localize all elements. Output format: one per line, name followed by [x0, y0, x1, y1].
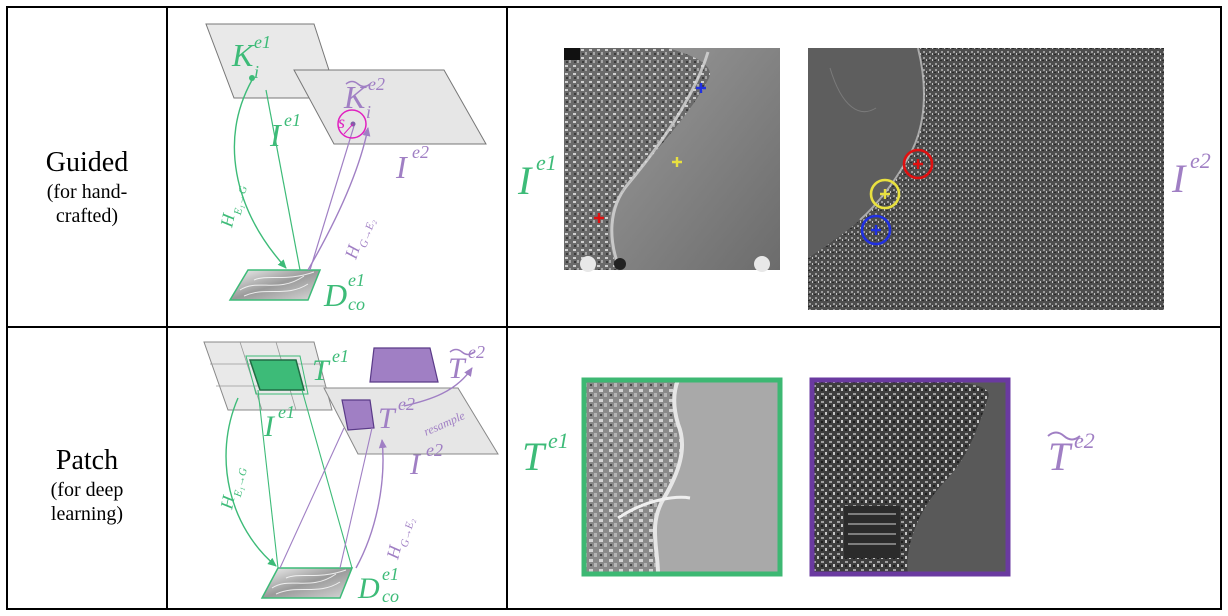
arrow-projection-e1-to-ground — [233, 79, 287, 269]
label-T-tilde-e2-sup: e2 — [468, 342, 485, 362]
marker-yellow-e1 — [672, 157, 682, 167]
label-D-co-e1: D — [357, 572, 380, 605]
marker-yellow-e2 — [880, 189, 890, 199]
label-I-e2-sup: e2 — [1190, 148, 1211, 173]
image-patch-e2 — [809, 377, 1011, 577]
label-H-g-e2-sub: G→E₂ — [398, 517, 417, 549]
guided-images-panel: I e1 I e2 — [517, 47, 1211, 310]
label-H-g-e2: H — [382, 543, 405, 562]
label-I-e1-sup: e1 — [536, 150, 557, 175]
search-radius — [337, 109, 367, 139]
row-subtitle-patch-line2: learning) — [50, 503, 124, 525]
label-D-co-e1-sub: co — [382, 586, 399, 606]
terrain-texture — [239, 271, 315, 297]
arrow-resample — [403, 367, 473, 407]
circle-blue-e2 — [860, 214, 892, 246]
label-Ktilde-e2: K — [343, 79, 367, 115]
row-title-guided: Guided — [45, 147, 129, 178]
row-label-guided: Guided (for hand- crafted) — [8, 146, 166, 228]
label-I-e1-sup: e1 — [278, 402, 295, 422]
label-I-e2: I — [1171, 156, 1187, 201]
label-I-e1: I — [517, 158, 533, 203]
label-H-e1-g-sub: E₁→G — [232, 185, 250, 217]
image-plane-e2 — [293, 69, 487, 145]
label-I-e1-sup: e1 — [284, 110, 301, 130]
label-I-e2-sup: e2 — [412, 142, 429, 162]
row-title-patch: Patch — [55, 445, 119, 476]
row-label-patch: Patch (for deep learning) — [8, 444, 166, 526]
aerial-image-e1 — [564, 48, 780, 272]
label-H-e1-g-sub: E₁→G — [232, 467, 250, 499]
diagram-guided: K e1 i K e2 i s I e1 I e2 H E₁→G H G→E₂ … — [205, 23, 487, 314]
arrow-projection-e1-to-ground — [225, 397, 277, 567]
patch-T-tilde-e2 — [369, 347, 439, 383]
label-H-e1-g: H — [216, 211, 239, 230]
row-subtitle-patch-line1: (for deep — [50, 479, 124, 501]
marker-red-e1 — [594, 213, 604, 223]
marker-red-e2 — [913, 159, 923, 169]
label-I-e1: I — [269, 117, 282, 153]
ray-e2-left — [279, 427, 345, 569]
diagram-patch: T e1 T e2 T e2 resample I e1 I e2 H E₁→G… — [203, 341, 499, 606]
circle-red-e2 — [902, 148, 934, 180]
column-divider-2 — [506, 6, 508, 610]
image-patch-e1 — [581, 377, 783, 577]
marker-blue-e1 — [696, 83, 706, 93]
aerial-image-e2 — [808, 47, 1164, 310]
patch-T-e1 — [248, 359, 305, 391]
label-T-e2: T — [378, 402, 397, 435]
tilde-K-e2 — [345, 80, 371, 88]
label-D-co-e1-sup: e1 — [382, 564, 399, 584]
label-Ktilde-e2-sup: e2 — [368, 74, 385, 94]
label-T-tilde-e2-sup: e2 — [1074, 428, 1095, 453]
label-s: s — [338, 112, 345, 132]
label-K-e1: K — [231, 37, 255, 73]
label-I-e2: I — [395, 149, 408, 185]
label-T-tilde-e2: T — [1048, 434, 1073, 479]
label-I-e1: I — [263, 410, 276, 443]
arrow-projection-ground-to-e2 — [355, 439, 387, 569]
label-D-co-e1: D — [323, 277, 347, 313]
terrain-texture — [271, 569, 347, 595]
row-subtitle-guided-line2: crafted) — [55, 205, 119, 227]
ray-e1 — [265, 89, 301, 271]
label-D-co-e1-sup: e1 — [348, 270, 365, 290]
ray-e1-left — [257, 389, 279, 569]
ray-e1-right — [301, 389, 353, 569]
label-Ktilde-e2-sub: i — [366, 102, 371, 122]
tilde-T-e2 — [449, 348, 475, 356]
patch-T-e1-halo — [245, 355, 309, 395]
ray-e2 — [309, 125, 355, 271]
label-I-e2-sup: e2 — [426, 440, 443, 460]
label-H-e1-g: H — [216, 493, 239, 512]
marker-blue-e2 — [871, 225, 881, 235]
label-T-e1-sup: e1 — [548, 428, 569, 453]
label-H-g-e2-sub: G→E₂ — [357, 218, 378, 250]
patch-images-panel: T e1 T e2 — [522, 377, 1095, 577]
table-frame — [6, 6, 1222, 610]
label-K-e1-sub: i — [254, 62, 259, 82]
keypoint-e1 — [249, 75, 255, 81]
label-T-e1: T — [522, 434, 547, 479]
row-divider — [6, 326, 1222, 328]
arrow-projection-ground-to-e2 — [307, 127, 371, 271]
row-subtitle-guided-line1: (for hand- — [46, 181, 128, 203]
label-I-e2: I — [409, 448, 422, 481]
ray-e2-right — [339, 427, 373, 569]
column-divider-1 — [166, 6, 168, 610]
label-D-co-e1-sub: co — [348, 294, 365, 314]
label-T-e1: T — [312, 354, 331, 387]
patch-T-e2 — [341, 399, 375, 431]
tilde-T-e2 — [1047, 431, 1081, 441]
label-T-e2-sup: e2 — [398, 394, 415, 414]
label-T-tilde-e2: T — [448, 352, 467, 385]
label-K-e1-sup: e1 — [254, 32, 271, 52]
label-T-e1-sup: e1 — [332, 346, 349, 366]
search-radius-line — [343, 123, 354, 135]
circle-yellow-e2 — [869, 178, 901, 210]
